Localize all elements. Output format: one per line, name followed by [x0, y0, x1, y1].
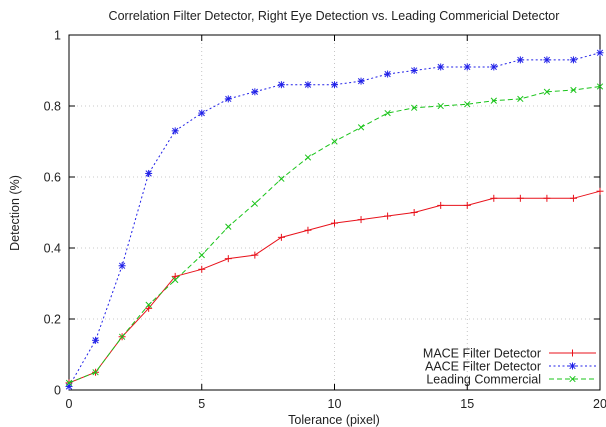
series-0-point	[357, 216, 365, 224]
x-tick-label: 5	[198, 397, 205, 411]
y-tick-label: 0.6	[44, 171, 61, 185]
series-1-point	[463, 63, 471, 71]
series-2-point	[570, 86, 577, 94]
series-1-point	[543, 56, 551, 64]
series-1-point	[198, 109, 206, 117]
axis-ticks: 0 5 10 15 20 0 0.2 0.4 0.6 0.8 1	[44, 29, 606, 412]
series-2-point	[251, 200, 259, 207]
series-2-point	[198, 251, 205, 259]
series-2-point	[225, 223, 232, 230]
x-tick-label: 20	[593, 397, 606, 411]
legend-label: AACE Filter Detector	[425, 360, 541, 374]
series-0-point	[384, 212, 392, 220]
series-2-point	[304, 154, 312, 161]
series-0-point	[331, 219, 338, 227]
x-tick-label: 15	[460, 397, 474, 411]
series-1-point	[437, 63, 445, 71]
series-2-point	[357, 124, 365, 131]
series-0-point	[543, 194, 551, 202]
series-2-point	[543, 88, 551, 95]
series-2	[65, 83, 604, 387]
legend-marker	[569, 375, 576, 383]
series-2-point	[145, 301, 152, 308]
series-2-point	[172, 276, 179, 284]
series-1-point	[65, 382, 73, 390]
series-0-point	[198, 265, 206, 273]
series-1-point	[118, 262, 126, 270]
legend-label: MACE Filter Detector	[423, 347, 541, 361]
series-0-point	[251, 251, 259, 259]
series-1-point	[92, 336, 100, 344]
series-2-point	[410, 104, 418, 111]
y-tick-label: 0	[54, 384, 61, 398]
series-0-point	[516, 194, 524, 202]
series-2-point	[517, 95, 524, 103]
series-1-point	[304, 81, 312, 89]
series-2-point	[464, 101, 471, 108]
series-1-point	[569, 56, 577, 64]
y-tick-label: 0.4	[44, 242, 61, 256]
series-1-point	[410, 67, 418, 74]
series-0-point	[463, 201, 471, 209]
y-tick-label: 1	[54, 29, 61, 43]
x-tick-label: 10	[328, 397, 342, 411]
series-1-point	[224, 95, 232, 103]
series-2-point	[490, 97, 497, 104]
series-1-point	[145, 169, 153, 177]
legend-item: Leading Commercial	[426, 373, 596, 387]
y-tick-label: 0.2	[44, 313, 61, 327]
legend-item: AACE Filter Detector	[425, 360, 596, 374]
legend-item: MACE Filter Detector	[423, 347, 596, 361]
legend-marker	[569, 362, 576, 370]
y-tick-label: 0.8	[44, 100, 61, 114]
series-2-point	[437, 102, 444, 110]
x-tick-label: 0	[66, 397, 73, 411]
series-0-point	[171, 272, 179, 280]
series-1-point	[490, 63, 498, 71]
chart-title: Correlation Filter Detector, Right Eye D…	[109, 9, 560, 23]
legend-label: Leading Commercial	[426, 373, 541, 387]
series-2-point	[92, 369, 99, 376]
series-0-point	[437, 201, 445, 209]
series-1-point	[277, 81, 285, 89]
series-1-point	[171, 127, 179, 135]
series-0-point	[569, 194, 577, 202]
series-0-point	[596, 187, 604, 195]
series-1-point	[596, 49, 604, 57]
series-0-point	[410, 209, 418, 216]
series-1-point	[251, 88, 259, 96]
series-2-point	[118, 333, 126, 340]
series-1-point	[331, 81, 338, 89]
x-axis-label: Tolerance (pixel)	[288, 413, 380, 427]
series-2-point	[331, 138, 338, 145]
series-2-point	[596, 83, 604, 90]
grid	[69, 35, 600, 390]
series-2-point	[65, 379, 73, 387]
series-1-point	[384, 70, 392, 78]
series-1-point	[516, 56, 524, 64]
y-axis-label: Detection (%)	[8, 175, 22, 251]
series-group	[65, 49, 604, 390]
series-0-point	[145, 304, 153, 312]
series-1-point	[357, 77, 365, 85]
series-1	[65, 49, 604, 390]
series-0	[65, 187, 604, 387]
series-2-point	[384, 109, 391, 117]
series-2-point	[278, 175, 285, 182]
series-0-point	[490, 194, 498, 202]
series-0-point	[277, 233, 285, 241]
legend-marker	[569, 349, 576, 357]
series-0-point	[304, 226, 312, 234]
series-0-point	[224, 255, 232, 263]
